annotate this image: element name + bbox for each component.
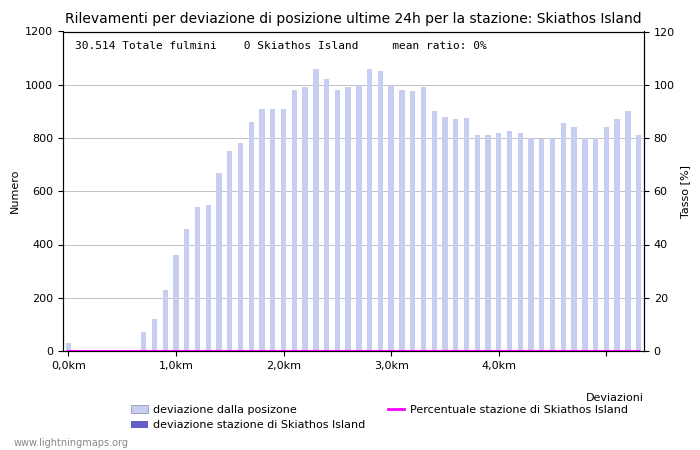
Bar [453, 119, 459, 351]
Bar [227, 151, 232, 351]
Bar [615, 119, 620, 351]
Bar [195, 207, 200, 351]
Bar [141, 333, 146, 351]
Bar [625, 112, 631, 351]
Bar [571, 127, 577, 351]
Bar [442, 117, 447, 351]
Bar [496, 133, 501, 351]
Bar [302, 87, 308, 351]
Bar [108, 350, 114, 351]
Bar [603, 127, 609, 351]
Title: Rilevamenti per deviazione di posizione ultime 24h per la stazione: Skiathos Isl: Rilevamenti per deviazione di posizione … [65, 12, 642, 26]
Bar [389, 85, 394, 351]
Text: www.lightningmaps.org: www.lightningmaps.org [14, 438, 129, 448]
Bar [88, 350, 92, 351]
Y-axis label: Numero: Numero [10, 169, 20, 213]
Bar [260, 109, 265, 351]
Bar [410, 91, 415, 351]
Bar [528, 138, 533, 351]
Bar [431, 112, 437, 351]
Text: Deviazioni: Deviazioni [586, 392, 644, 403]
Legend: deviazione dalla posizone, deviazione stazione di Skiathos Island, Percentuale s: deviazione dalla posizone, deviazione st… [127, 400, 633, 435]
Bar [399, 90, 405, 351]
Bar [593, 138, 598, 351]
Bar [292, 90, 297, 351]
Bar [507, 131, 512, 351]
Bar [162, 290, 168, 351]
Bar [184, 229, 190, 351]
Bar [636, 135, 641, 351]
Bar [324, 79, 329, 351]
Bar [206, 205, 211, 351]
Bar [152, 319, 157, 351]
Bar [174, 255, 178, 351]
Bar [270, 109, 276, 351]
Bar [378, 72, 383, 351]
Bar [464, 118, 469, 351]
Bar [345, 87, 351, 351]
Bar [367, 69, 372, 351]
Bar [120, 350, 125, 351]
Bar [216, 173, 222, 351]
Bar [238, 143, 243, 351]
Text: 30.514 Totale fulmini    0 Skiathos Island     mean ratio: 0%: 30.514 Totale fulmini 0 Skiathos Island … [75, 41, 486, 51]
Bar [66, 343, 71, 351]
Bar [550, 138, 555, 351]
Bar [582, 138, 587, 351]
Bar [248, 122, 254, 351]
Bar [561, 123, 566, 351]
Bar [98, 350, 104, 351]
Bar [76, 350, 82, 351]
Bar [517, 133, 523, 351]
Bar [485, 135, 491, 351]
Bar [130, 350, 136, 351]
Bar [281, 109, 286, 351]
Bar [539, 140, 545, 351]
Bar [356, 85, 362, 351]
Bar [313, 69, 319, 351]
Y-axis label: Tasso [%]: Tasso [%] [680, 165, 690, 218]
Bar [475, 135, 480, 351]
Bar [421, 87, 426, 351]
Bar [335, 90, 340, 351]
